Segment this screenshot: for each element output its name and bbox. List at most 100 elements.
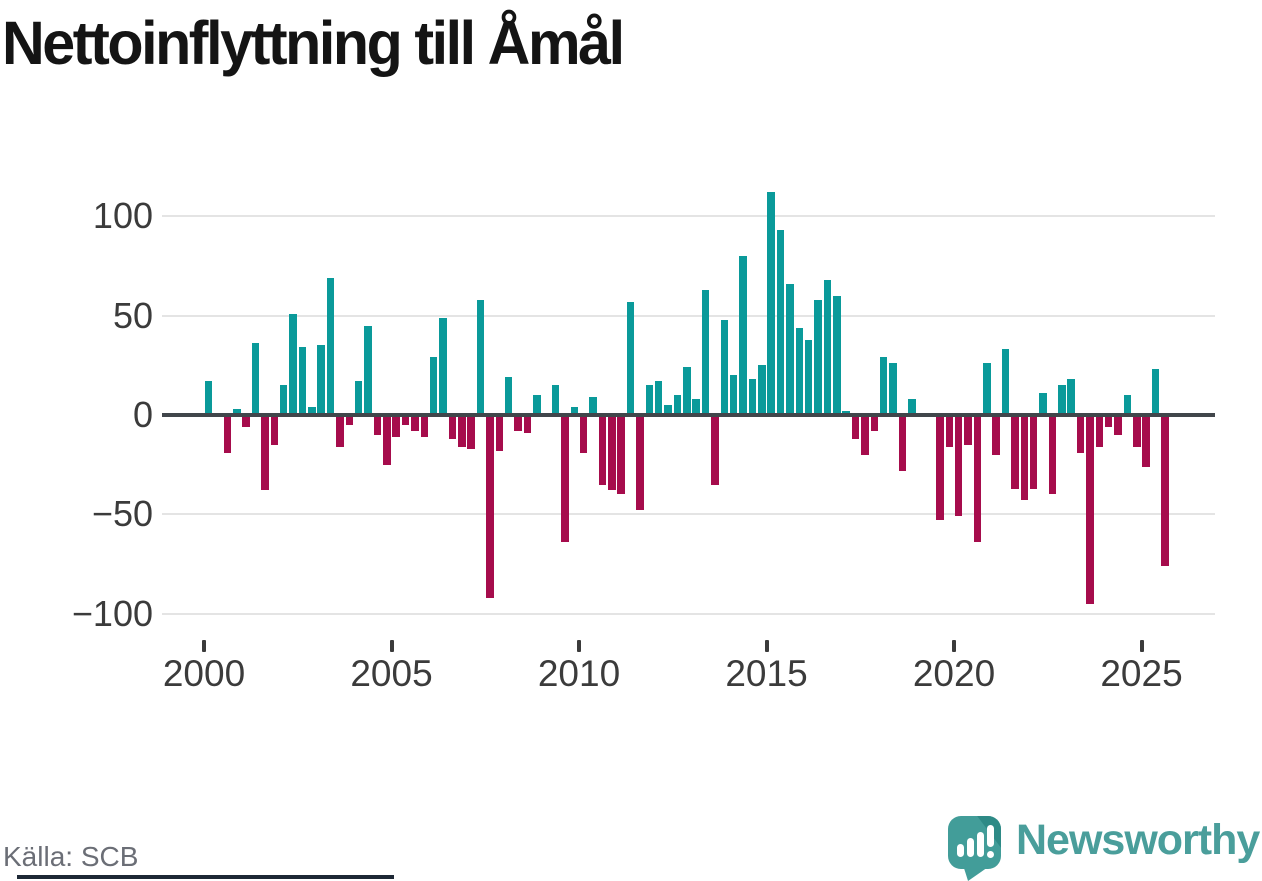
bar xyxy=(1133,415,1141,447)
bar xyxy=(1058,385,1066,415)
bar xyxy=(898,415,907,471)
bar xyxy=(504,377,513,415)
bar xyxy=(654,381,663,415)
x-tick-mark xyxy=(764,640,769,652)
bar xyxy=(476,299,485,415)
bar xyxy=(701,289,710,415)
y-tick-label: −100 xyxy=(71,592,153,634)
x-tick-mark xyxy=(577,640,581,652)
bar xyxy=(551,385,560,415)
bar xyxy=(204,381,213,415)
bar xyxy=(570,407,579,415)
bar xyxy=(720,319,729,415)
x-tick-mark xyxy=(952,640,956,652)
bar xyxy=(739,256,747,415)
bar xyxy=(1123,395,1132,415)
source-note: Källa: SCB xyxy=(3,841,139,872)
bar xyxy=(486,415,494,598)
bar xyxy=(908,399,916,415)
bar xyxy=(973,415,982,543)
bar xyxy=(242,415,250,427)
x-tick-mark xyxy=(389,640,394,652)
bar xyxy=(420,415,429,437)
newsworthy-logo: Newsworthy xyxy=(946,810,1262,881)
bar xyxy=(533,395,541,415)
bar xyxy=(1095,415,1104,447)
bar xyxy=(326,277,335,415)
bar xyxy=(1001,349,1010,415)
bar xyxy=(1086,415,1094,604)
bar xyxy=(233,409,241,415)
bar xyxy=(308,407,316,415)
bar xyxy=(814,299,822,415)
bar xyxy=(786,283,794,415)
bar xyxy=(523,415,532,433)
gridline xyxy=(162,612,1215,615)
bar xyxy=(598,415,607,485)
bar xyxy=(823,279,832,415)
bar xyxy=(1011,415,1019,489)
bar xyxy=(964,415,972,445)
bar xyxy=(729,375,738,415)
bar xyxy=(992,415,1000,455)
bar xyxy=(664,405,672,415)
bar xyxy=(1142,415,1150,467)
x-tick-label: 2010 xyxy=(537,653,621,694)
bar xyxy=(954,415,963,517)
bar xyxy=(636,415,644,511)
bar xyxy=(861,415,869,455)
bar xyxy=(608,415,616,491)
bar xyxy=(626,301,635,415)
y-tick-label: −50 xyxy=(91,493,153,535)
bar xyxy=(1076,415,1085,453)
x-tick-mark xyxy=(1139,640,1144,652)
bar xyxy=(1151,369,1160,415)
bar xyxy=(317,345,325,415)
y-tick-label: 0 xyxy=(132,394,153,435)
y-tick-label: 100 xyxy=(92,195,153,237)
bar xyxy=(495,415,504,451)
bar xyxy=(617,415,625,495)
bar xyxy=(270,415,279,445)
bar xyxy=(448,415,457,439)
footer-progress-bar xyxy=(17,875,394,879)
bar xyxy=(261,415,269,491)
bar xyxy=(251,343,260,415)
bar xyxy=(336,415,344,447)
bar xyxy=(401,415,410,425)
bar xyxy=(364,325,372,415)
x-tick-label: 2025 xyxy=(1100,653,1183,694)
y-tick-label: 50 xyxy=(112,294,153,336)
gridline xyxy=(162,215,1215,218)
brand-name: Newsworthy xyxy=(1016,816,1260,864)
bar xyxy=(645,385,654,415)
bar xyxy=(411,415,419,431)
bar xyxy=(298,347,307,415)
bar xyxy=(983,363,991,415)
bar xyxy=(279,385,288,415)
bar xyxy=(1104,415,1113,427)
bar xyxy=(383,415,391,465)
bar xyxy=(392,415,400,437)
bar xyxy=(1029,415,1038,489)
x-tick-label: 2005 xyxy=(350,653,433,694)
bar xyxy=(458,415,466,447)
bar xyxy=(429,357,438,415)
bar xyxy=(936,415,944,521)
bar xyxy=(683,367,691,415)
bar xyxy=(758,365,766,415)
x-tick-mark xyxy=(202,640,206,652)
bar xyxy=(879,357,888,415)
bar xyxy=(514,415,522,431)
bar xyxy=(289,313,297,415)
bar xyxy=(945,415,954,447)
bar xyxy=(561,415,569,543)
zero-line xyxy=(162,413,1215,417)
bar xyxy=(223,415,232,453)
bar xyxy=(804,339,813,415)
gridline xyxy=(162,513,1215,516)
bar xyxy=(889,363,897,415)
bar xyxy=(1114,415,1122,435)
bar xyxy=(579,415,588,453)
bar xyxy=(870,415,879,431)
